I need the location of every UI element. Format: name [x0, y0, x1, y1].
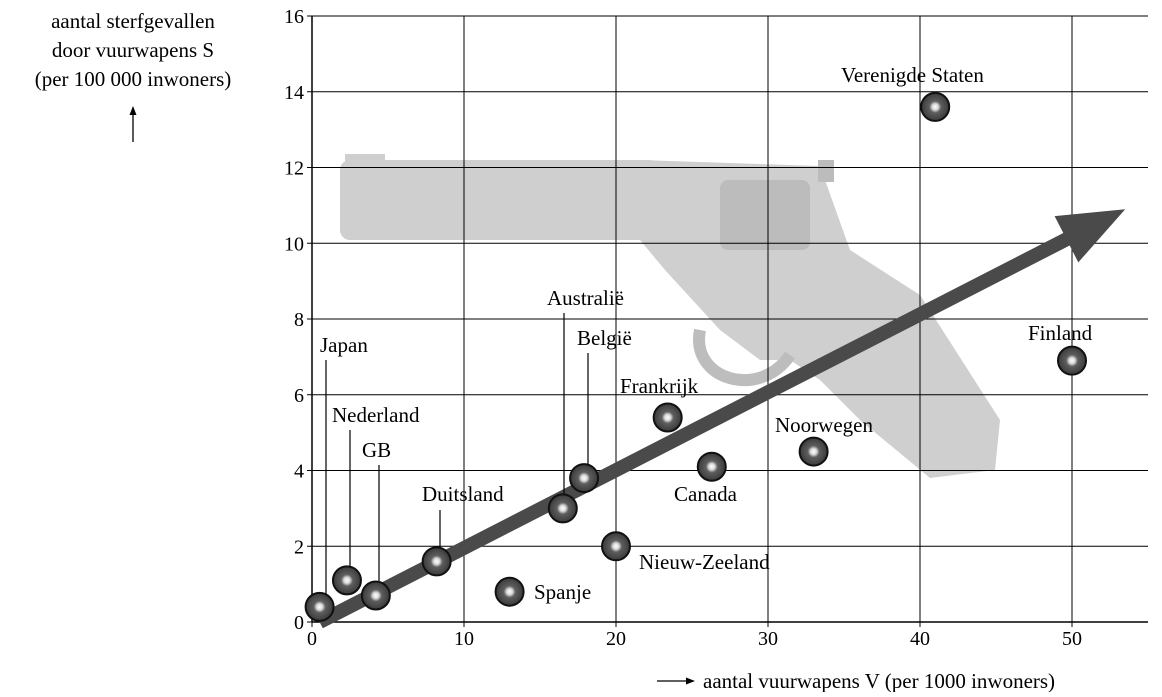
x-tick-label-1: 10: [454, 628, 474, 650]
y-axis-label-line-2: door vuurwapens S: [52, 38, 214, 62]
point-label-6: België: [577, 326, 632, 350]
y-tick-label-4: 8: [294, 309, 304, 331]
data-point-3: [421, 546, 452, 577]
y-tick-label-1: 2: [294, 536, 304, 558]
point-label-8: Frankrijk: [620, 374, 699, 398]
data-point-10: [798, 436, 829, 467]
data-point-12: [1057, 345, 1087, 376]
data-point-8: [652, 402, 683, 433]
y-axis-label: aantal sterfgevallen door vuurwapens S (…: [35, 9, 232, 142]
x-axis-label-text: aantal vuurwapens V (per 1000 inwoners): [703, 669, 1055, 692]
point-label-1: Nederland: [332, 403, 420, 427]
data-point-2: [360, 580, 391, 611]
data-point-1: [331, 565, 362, 596]
y-axis-label-line-1: aantal sterfgevallen: [51, 9, 215, 33]
data-point-6: [569, 463, 600, 494]
label-leader-lines: [325, 313, 589, 607]
point-label-12: Finland: [1028, 321, 1093, 345]
y-axis-label-line-3: (per 100 000 inwoners): [35, 67, 232, 91]
y-tick-label-2: 4: [294, 461, 304, 483]
y-tick-label-8: 16: [284, 6, 304, 28]
point-label-3: Duitsland: [422, 482, 504, 506]
point-label-9: Canada: [674, 482, 738, 506]
point-labels: Japan Nederland GB Duitsland Spanje Australië…: [320, 63, 1093, 604]
y-tick-label-3: 6: [294, 385, 304, 407]
trend-arrow-shape: [316, 209, 1126, 629]
x-axis-label: aantal vuurwapens V (per 1000 inwoners): [657, 669, 1055, 693]
point-label-5: Australië: [547, 286, 624, 310]
data-point-9: [696, 451, 727, 482]
point-label-0: Japan: [320, 333, 368, 357]
point-label-2: GB: [362, 438, 391, 462]
point-label-11: Verenigde Staten: [841, 63, 984, 87]
x-tick-label-5: 50: [1062, 628, 1082, 650]
x-tick-label-4: 40: [910, 628, 930, 650]
y-tick-label-6: 12: [284, 158, 304, 180]
point-label-10: Noorwegen: [775, 413, 873, 437]
point-label-7: Nieuw-Zeeland: [639, 550, 770, 574]
point-label-4: Spanje: [534, 580, 591, 604]
data-point-11: [920, 91, 951, 122]
data-points: [304, 91, 1087, 622]
x-tick-label-2: 20: [606, 628, 626, 650]
y-tick-label-5: 10: [284, 233, 304, 255]
data-point-0: [304, 591, 335, 622]
tick-labels: 0 2 4 6 8 10 12 14 16 0 10 20 30 40 50: [284, 6, 1082, 650]
y-tick-label-7: 14: [284, 82, 304, 104]
y-tick-label-0: 0: [294, 612, 304, 634]
data-point-4: [494, 576, 525, 607]
data-point-7: [601, 531, 631, 562]
x-tick-label-3: 30: [758, 628, 778, 650]
x-tick-label-0: 0: [307, 628, 317, 650]
grid-lines: [312, 15, 1148, 622]
data-point-5: [547, 493, 578, 524]
trend-arrow: [316, 209, 1126, 629]
